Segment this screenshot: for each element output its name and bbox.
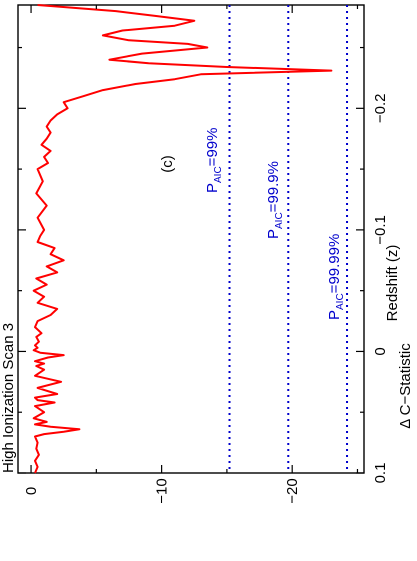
plot-frame [17,4,365,474]
threshold-label-99-99-sub: AIC [335,293,346,310]
x-axis-title: Redshift (z) [384,245,401,322]
threshold-label-99-9-main: P [265,229,282,239]
y-axis-title: Δ C−Statistic [397,343,414,429]
threshold-label-99-sub: AIC [213,166,224,183]
threshold-label-99-9-rest: =99.9% [265,161,282,212]
y-tick-label-neg10: −10 [154,478,171,503]
x-tick-label-neg0-1: −0.1 [372,215,389,245]
threshold-label-99-99-main: P [326,310,343,320]
threshold-label-99-main: P [204,183,221,193]
threshold-label-99-rest: =99% [204,128,221,167]
series-line [32,4,333,474]
chart-title: High Ionization Scan 3 [0,323,17,473]
y-tick-label-0: 0 [23,487,40,495]
x-tick-label-0-1: 0.1 [372,463,389,484]
threshold-label-99: PAIC=99% [204,128,224,193]
x-tick-label-neg0-2: −0.2 [372,93,389,123]
y-tick-label-neg20: −20 [284,478,301,503]
x-tick-label-0: 0 [372,347,389,355]
threshold-label-99-9-sub: AIC [274,212,285,229]
axis-ticks [18,5,364,474]
threshold-label-99-9: PAIC=99.9% [265,161,285,239]
threshold-label-99-99: PAIC=99.99% [326,234,346,320]
panel-label: (c) [159,155,176,173]
threshold-label-99-99-rest: =99.99% [326,234,343,294]
